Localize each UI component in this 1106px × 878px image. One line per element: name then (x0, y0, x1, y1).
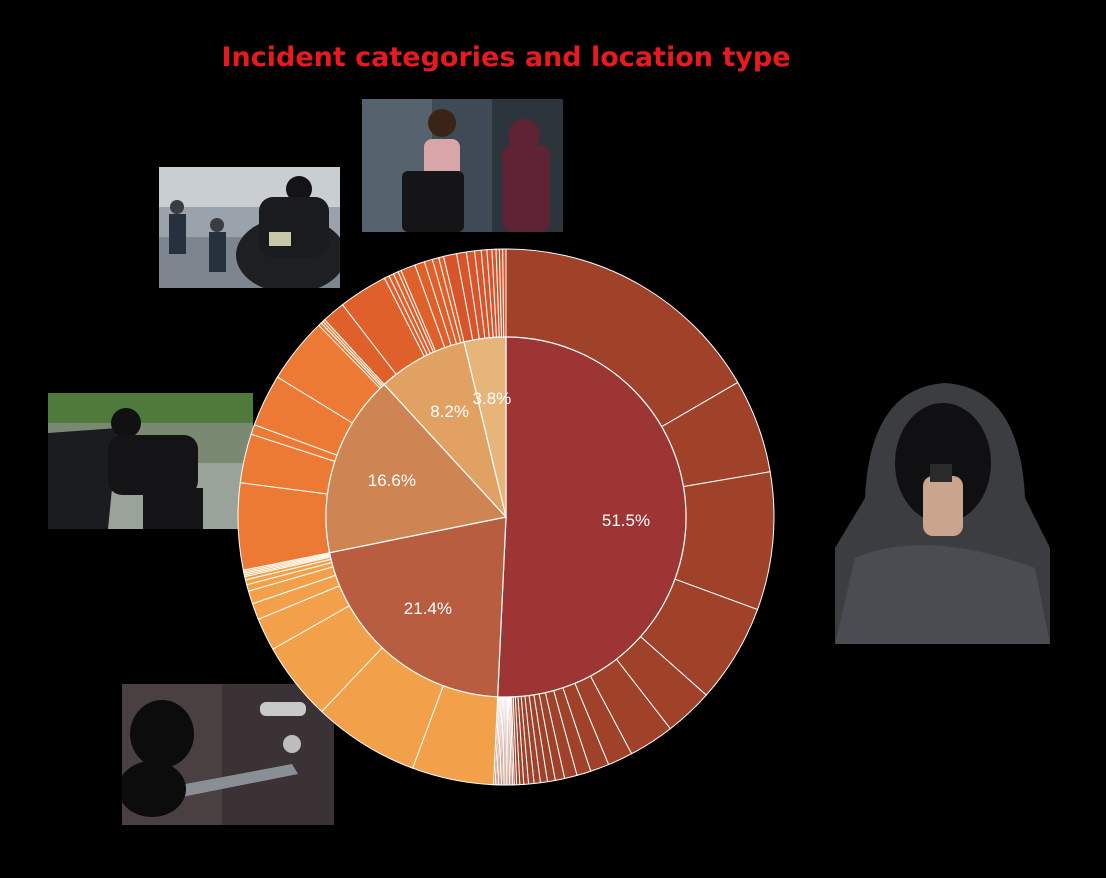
slice-label: 8.2% (430, 402, 469, 421)
inner-ring (325, 336, 687, 698)
slice-label: 51.5% (602, 511, 650, 530)
crowbar-door-break-in-photo (122, 684, 334, 825)
inner-slice (463, 336, 507, 518)
slice-label: 21.4% (404, 599, 452, 618)
slice-label: 3.8% (473, 389, 512, 408)
hooded-gunman-photo (835, 378, 1050, 644)
inner-slice (383, 341, 508, 520)
inner-labels: 51.5% 21.4% 16.6% 8.2%3.8% (368, 389, 650, 618)
slice-label: 16.6% (368, 471, 416, 490)
robber-with-cash-bag-photo (159, 167, 340, 288)
chart-title: Incident categories and location type (221, 42, 791, 73)
pickpocket-purse-photo (362, 99, 563, 232)
car-break-in-photo (48, 393, 253, 529)
inner-slice (328, 516, 507, 698)
outer-slice (502, 248, 507, 338)
inner-slice (497, 336, 687, 698)
inner-slice (325, 383, 508, 554)
